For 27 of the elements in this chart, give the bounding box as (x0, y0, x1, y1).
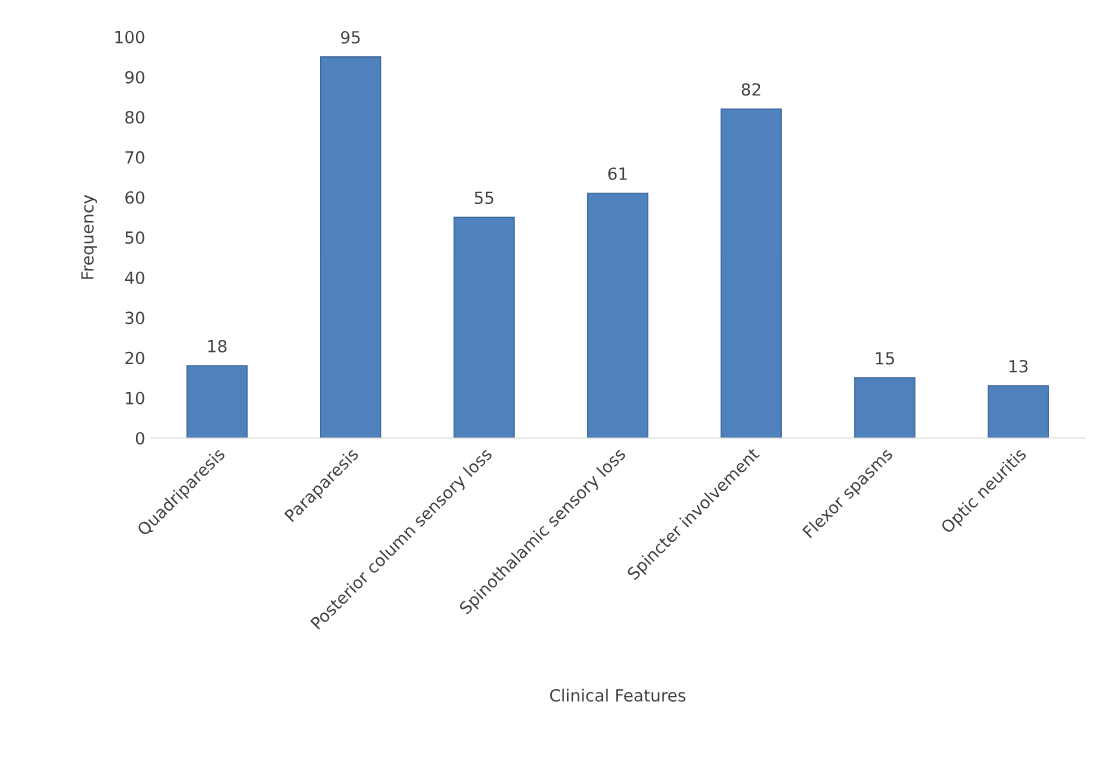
bar (186, 365, 248, 438)
data-label: 95 (341, 31, 360, 44)
bar (453, 216, 515, 438)
data-label: 61 (608, 167, 627, 180)
data-label: 15 (876, 352, 894, 365)
bar (319, 56, 382, 438)
data-label: 82 (741, 83, 761, 96)
x-axis-title: Clinical Features (550, 688, 686, 702)
y-tick-label: 50 (125, 231, 145, 244)
bar (854, 377, 916, 438)
y-tick-label: 10 (126, 391, 145, 405)
y-tick-label: 20 (125, 351, 145, 365)
y-axis-title: Frequency (81, 194, 97, 279)
y-tick-label: 40 (125, 271, 145, 285)
y-tick-label: 80 (125, 111, 145, 124)
data-label: 55 (474, 191, 494, 205)
y-tick-label: 90 (125, 70, 145, 84)
data-label: 13 (1009, 359, 1028, 373)
bar (987, 385, 1049, 438)
bar (720, 108, 782, 438)
bar (587, 192, 649, 438)
y-tick-label: 30 (125, 311, 145, 325)
y-tick-label: 60 (125, 191, 145, 204)
y-tick-label: 100 (115, 30, 145, 44)
y-tick-label: 0 (135, 431, 145, 445)
data-label: 18 (208, 339, 227, 353)
y-tick-label: 70 (125, 151, 145, 164)
